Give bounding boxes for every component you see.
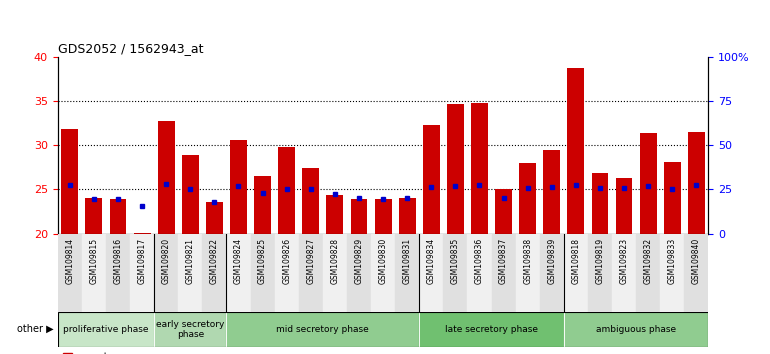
Bar: [616, 178, 632, 234]
Text: GDS2052 / 1562943_at: GDS2052 / 1562943_at: [58, 42, 203, 56]
Text: GSM109835: GSM109835: [451, 238, 460, 284]
Text: GSM109814: GSM109814: [65, 238, 74, 284]
Bar: [664, 162, 681, 234]
Text: GSM109838: GSM109838: [523, 238, 532, 284]
Bar: [419, 312, 564, 347]
Bar: [636, 234, 660, 312]
Text: GSM109826: GSM109826: [282, 238, 291, 284]
Text: GSM109832: GSM109832: [644, 238, 653, 284]
Text: GSM109833: GSM109833: [668, 238, 677, 284]
Bar: [685, 234, 708, 312]
Bar: [154, 234, 178, 312]
Bar: [350, 199, 367, 234]
Text: GSM109823: GSM109823: [620, 238, 628, 284]
Bar: [660, 234, 685, 312]
Bar: [203, 234, 226, 312]
Text: ambiguous phase: ambiguous phase: [596, 325, 676, 334]
Text: GSM109821: GSM109821: [186, 238, 195, 284]
Bar: [423, 125, 440, 234]
Text: GSM109817: GSM109817: [138, 238, 146, 284]
Text: GSM109830: GSM109830: [379, 238, 387, 284]
Text: early secretory
phase: early secretory phase: [156, 320, 225, 339]
Bar: [226, 312, 419, 347]
Bar: [278, 147, 295, 234]
Text: GSM109828: GSM109828: [330, 238, 340, 284]
Bar: [299, 234, 323, 312]
Text: GSM109816: GSM109816: [113, 238, 122, 284]
Text: GSM109824: GSM109824: [234, 238, 243, 284]
Bar: [467, 234, 491, 312]
Bar: [106, 234, 130, 312]
Bar: [564, 312, 708, 347]
Bar: [226, 234, 250, 312]
Bar: [206, 202, 223, 234]
Text: GSM109839: GSM109839: [547, 238, 556, 284]
Text: GSM109834: GSM109834: [427, 238, 436, 284]
Bar: [58, 312, 154, 347]
Text: GSM109829: GSM109829: [354, 238, 363, 284]
Text: GSM109822: GSM109822: [210, 238, 219, 284]
Text: GSM109831: GSM109831: [403, 238, 412, 284]
Legend: count, percentile rank within the sample: count, percentile rank within the sample: [62, 352, 245, 354]
Bar: [495, 188, 512, 234]
Bar: [399, 198, 416, 234]
Bar: [134, 233, 150, 234]
Bar: [154, 312, 226, 347]
Bar: [491, 234, 516, 312]
Bar: [588, 234, 612, 312]
Bar: [519, 163, 536, 234]
Bar: [419, 234, 444, 312]
Bar: [58, 234, 82, 312]
Bar: [640, 133, 657, 234]
Bar: [158, 121, 175, 234]
Bar: [612, 234, 636, 312]
Bar: [591, 172, 608, 234]
Text: GSM109836: GSM109836: [475, 238, 484, 284]
Bar: [250, 234, 275, 312]
Bar: [82, 234, 106, 312]
Text: GSM109815: GSM109815: [89, 238, 99, 284]
Text: GSM109840: GSM109840: [692, 238, 701, 284]
Bar: [226, 312, 419, 347]
Bar: [444, 234, 467, 312]
Text: proliferative phase: proliferative phase: [63, 325, 149, 334]
Bar: [109, 199, 126, 234]
Bar: [447, 103, 464, 234]
Bar: [564, 234, 588, 312]
Bar: [347, 234, 371, 312]
Bar: [395, 234, 419, 312]
Bar: [371, 234, 395, 312]
Bar: [323, 234, 347, 312]
Text: mid secretory phase: mid secretory phase: [276, 325, 369, 334]
Bar: [62, 129, 79, 234]
Bar: [230, 140, 247, 234]
Text: GSM109827: GSM109827: [306, 238, 315, 284]
Text: GSM109818: GSM109818: [571, 238, 581, 284]
Bar: [516, 234, 540, 312]
Bar: [564, 312, 708, 347]
Text: other ▶: other ▶: [17, 324, 54, 334]
Bar: [303, 168, 320, 234]
Bar: [182, 155, 199, 234]
Bar: [544, 149, 561, 234]
Bar: [540, 234, 564, 312]
Bar: [178, 234, 203, 312]
Text: GSM109819: GSM109819: [595, 238, 604, 284]
Text: GSM109825: GSM109825: [258, 238, 267, 284]
Bar: [85, 198, 102, 234]
Text: late secretory phase: late secretory phase: [445, 325, 538, 334]
Bar: [275, 234, 299, 312]
Bar: [567, 68, 584, 234]
Bar: [419, 312, 564, 347]
Bar: [154, 312, 226, 347]
Bar: [326, 195, 343, 234]
Text: GSM109820: GSM109820: [162, 238, 171, 284]
Bar: [58, 312, 154, 347]
Text: GSM109837: GSM109837: [499, 238, 508, 284]
Bar: [688, 132, 705, 234]
Bar: [130, 234, 154, 312]
Bar: [254, 176, 271, 234]
Bar: [375, 199, 391, 234]
Bar: [471, 103, 488, 234]
